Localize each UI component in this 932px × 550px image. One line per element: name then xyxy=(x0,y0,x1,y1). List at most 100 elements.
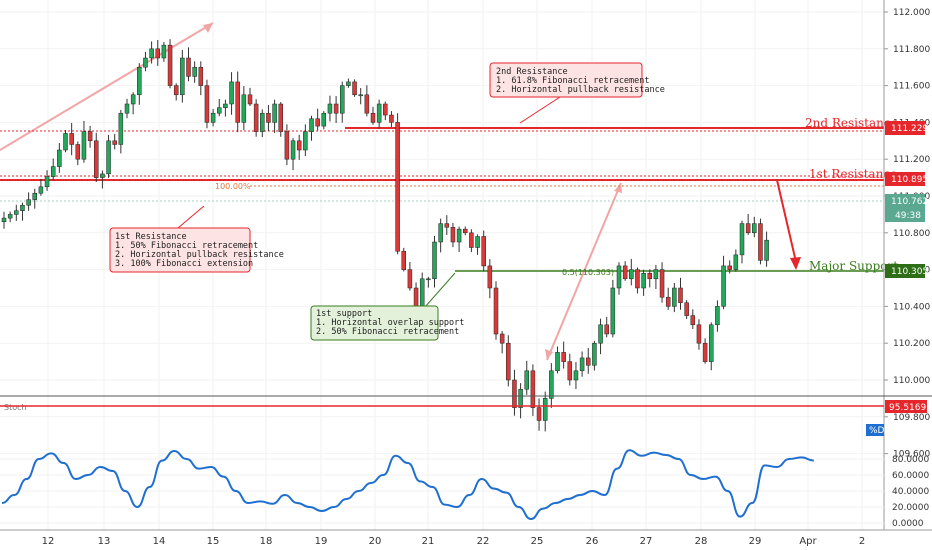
candle xyxy=(383,101,388,121)
candle xyxy=(481,230,486,272)
stoch-axis[interactable]: 80.0000 60.0000 40.0000 20.0000 0.0000 xyxy=(892,455,929,529)
candle xyxy=(745,213,751,235)
candle xyxy=(432,236,437,288)
candle xyxy=(395,113,400,255)
candle xyxy=(456,226,462,252)
second-resistance-note[interactable]: 2nd Resistance 1. 61.8% Fibonacci retrac… xyxy=(489,62,665,124)
date-tick-label: 18 xyxy=(260,536,273,547)
candle xyxy=(149,41,154,64)
candle xyxy=(321,111,327,130)
first-support-note[interactable]: 1st support 1. Horizontal overlap suppor… xyxy=(310,272,464,341)
candle xyxy=(57,143,62,173)
last-price-tag: 110.762 49:38 xyxy=(885,194,928,222)
candle xyxy=(592,340,597,371)
candle xyxy=(303,124,308,157)
countdown-tag-text: 49:38 xyxy=(895,211,921,221)
last-price-tag-text: 110.762 xyxy=(891,197,928,207)
candle xyxy=(309,115,314,141)
first-resistance-tag: 110.895 xyxy=(885,172,928,186)
stoch-pane-label: Stoch xyxy=(4,403,27,412)
candle xyxy=(586,347,591,374)
candle xyxy=(444,215,450,236)
candle xyxy=(63,129,68,153)
candle xyxy=(764,231,769,267)
candle xyxy=(253,99,259,137)
candle xyxy=(549,363,554,408)
stoch-tick-label: 80.0000 xyxy=(892,455,929,465)
candle xyxy=(124,98,130,119)
candle xyxy=(284,124,290,166)
date-tick-label: 26 xyxy=(586,536,599,547)
candle xyxy=(739,220,745,264)
candle xyxy=(665,287,671,310)
date-tick-label: 19 xyxy=(315,536,328,547)
price-axis[interactable]: 112.000111.800111.600111.400111.200111.0… xyxy=(884,8,930,460)
candle xyxy=(727,260,732,274)
uptrend-arrow xyxy=(0,22,214,151)
stoch-tick-label: 0.0000 xyxy=(892,519,924,529)
candle xyxy=(346,78,351,88)
candle xyxy=(573,362,579,390)
date-tick-label: 2 xyxy=(859,536,865,547)
candle xyxy=(715,300,720,332)
stoch-d-tag-text: %D xyxy=(869,426,885,436)
candle xyxy=(155,39,160,66)
candle xyxy=(81,120,87,163)
candle xyxy=(401,247,406,272)
candle xyxy=(173,83,179,101)
date-tick-label: 28 xyxy=(695,536,708,547)
stoch-tick-label: 40.0000 xyxy=(892,487,929,497)
candle xyxy=(407,262,413,291)
candle xyxy=(672,282,677,313)
candle xyxy=(450,222,456,248)
candle xyxy=(217,99,222,117)
date-tick-label: Apr xyxy=(799,536,817,547)
candle xyxy=(389,111,394,127)
candle xyxy=(229,72,234,115)
candle xyxy=(223,99,228,117)
candle xyxy=(499,331,505,354)
date-tick-label: 21 xyxy=(422,536,435,547)
candle xyxy=(635,267,640,294)
candle xyxy=(536,398,542,431)
second-resistance-tag-text: 111.229 xyxy=(891,124,928,134)
candle xyxy=(358,88,363,105)
stoch-d-tag: %D xyxy=(866,424,885,436)
stoch-line xyxy=(1,449,814,521)
second-resistance-label: 2nd Resistance xyxy=(805,116,898,130)
candle xyxy=(167,39,173,89)
date-tick-label: 27 xyxy=(640,536,653,547)
candle xyxy=(438,218,443,253)
date-axis[interactable]: 12 13 14 15 18 19 20 21 22 25 26 27 28 29 Apr 2 xyxy=(42,536,866,547)
candle xyxy=(426,276,431,288)
candle xyxy=(50,158,56,180)
projection-arrow xyxy=(776,179,801,270)
candle xyxy=(752,216,757,238)
candle xyxy=(130,92,136,115)
candle xyxy=(696,319,702,350)
candle xyxy=(579,351,585,377)
candle xyxy=(14,204,19,221)
candle xyxy=(364,85,370,117)
candle xyxy=(702,338,708,364)
price-tick-label: 109.600 xyxy=(893,450,930,460)
candle xyxy=(241,86,247,131)
candle xyxy=(94,132,99,183)
price-tick-label: 110.400 xyxy=(893,302,930,312)
candle xyxy=(161,42,167,62)
candle xyxy=(604,316,609,338)
first-resistance-note[interactable]: 1st Resistance 1. 50% Fibonacci retracem… xyxy=(109,205,284,273)
candle xyxy=(561,341,566,369)
candle xyxy=(647,269,652,288)
candle xyxy=(210,108,216,127)
candle xyxy=(610,279,616,338)
candle xyxy=(315,108,320,131)
major-support-tag-text: 110.305 xyxy=(891,267,928,277)
support-note-line-2: 1. Horizontal overlap support xyxy=(316,318,464,328)
candle xyxy=(192,61,197,83)
date-tick-label: 15 xyxy=(207,536,220,547)
candle xyxy=(709,322,714,371)
candle xyxy=(278,102,283,137)
first-resistance-tag-text: 110.895 xyxy=(891,175,928,185)
